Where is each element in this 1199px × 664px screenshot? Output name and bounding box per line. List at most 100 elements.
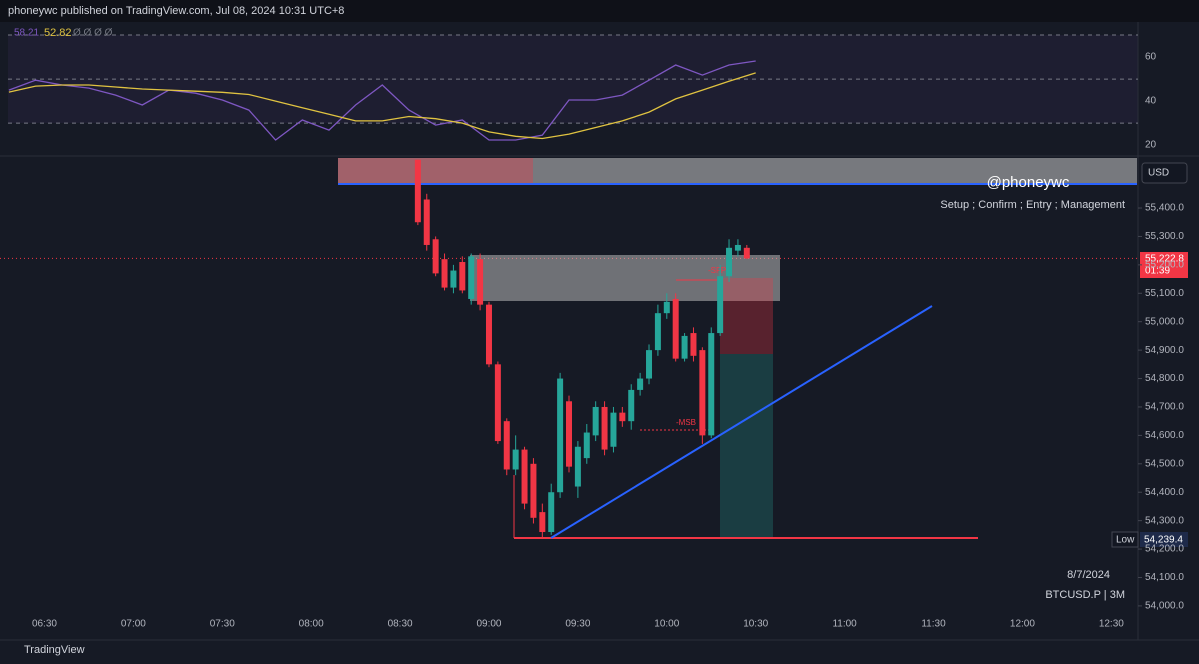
candle-body	[503, 421, 510, 470]
candle-body	[690, 333, 697, 356]
price-tick-label: 54,300.0	[1145, 515, 1184, 526]
candle-body	[530, 463, 537, 518]
candle-body	[681, 335, 688, 359]
rsi-tick-label: 60	[1145, 52, 1157, 63]
candle-body	[450, 270, 457, 288]
candle-body	[477, 259, 484, 305]
candle-body	[592, 406, 599, 436]
time-tick-label: 09:00	[476, 619, 501, 630]
target-box	[720, 354, 773, 538]
low-tag	[1140, 532, 1188, 547]
candle-body	[583, 432, 590, 459]
candle-body	[485, 304, 492, 365]
price-tag-value: 55,222.8	[1145, 254, 1184, 265]
currency-box[interactable]	[1141, 162, 1188, 184]
rsi-tick-label: 40	[1145, 96, 1157, 107]
candle-body	[628, 389, 635, 422]
candle-body	[708, 333, 715, 436]
zone-box	[338, 158, 1137, 185]
price-tick-label: 54,600.0	[1145, 430, 1184, 441]
time-tick-label: 11:30	[921, 619, 946, 630]
candle-body	[423, 199, 430, 245]
time-tick-label: 11:00	[832, 619, 857, 630]
header-title: phoneywc published on TradingView.com, J…	[8, 5, 344, 17]
trend-line	[550, 305, 933, 539]
time-tick-label: 12:00	[1010, 619, 1035, 630]
candle-body	[610, 412, 617, 447]
candle-body	[521, 449, 528, 504]
subtitle: Setup ; Confirm ; Entry ; Management	[940, 199, 1125, 211]
price-tick-label: 54,800.0	[1145, 373, 1184, 384]
candle-body	[548, 492, 555, 533]
price-tick-label: 54,200.0	[1145, 544, 1184, 555]
rsi-settings: Ø Ø Ø Ø	[73, 28, 113, 39]
candle-body	[494, 364, 501, 442]
price-tick-label: 55,000.0	[1145, 316, 1184, 327]
price-tick-label: 54,100.0	[1145, 572, 1184, 583]
candle-body	[619, 412, 626, 422]
price-tick-label: 55,300.0	[1145, 231, 1184, 242]
stop-box	[720, 278, 773, 354]
candle-body	[699, 350, 706, 436]
time-tick-label: 12:30	[1099, 619, 1124, 630]
price-tick-label: 55,400.0	[1145, 203, 1184, 214]
msb-label: -MSB	[676, 418, 696, 427]
rsi-tick-label: 20	[1145, 140, 1157, 151]
candle-body	[646, 350, 653, 379]
price-tick-label: 54,900.0	[1145, 345, 1184, 356]
candle-body	[432, 239, 439, 274]
price-tick-label: 54,500.0	[1145, 458, 1184, 469]
price-tick-label: 55,200.0	[1145, 260, 1184, 271]
countdown: 01:39	[1145, 266, 1170, 277]
time-tick-label: 08:00	[299, 619, 324, 630]
rsi-line	[8, 72, 756, 140]
footer-brand: TradingView	[24, 644, 85, 656]
time-tick-label: 10:00	[654, 619, 679, 630]
candle-body	[743, 247, 750, 259]
low-title-box	[1111, 531, 1139, 548]
time-tick-label: 07:00	[121, 619, 146, 630]
candle-body	[672, 298, 679, 359]
price-tick-label: 54,400.0	[1145, 487, 1184, 498]
candle-body	[734, 244, 741, 251]
date-label: 8/7/2024	[1067, 569, 1110, 581]
price-tick-label: 55,100.0	[1145, 288, 1184, 299]
candle-body	[566, 401, 572, 467]
symbol-label: BTCUSD.P | 3M	[1045, 589, 1125, 601]
rsi-line	[8, 60, 756, 141]
candle-body	[468, 256, 475, 299]
candle-body	[512, 449, 519, 470]
price-tag	[1140, 252, 1188, 278]
price-tick-label: 54,000.0	[1145, 601, 1184, 612]
rsi-band	[8, 35, 1138, 123]
candle-body	[663, 301, 670, 314]
candle-body	[601, 406, 608, 450]
candle-body	[574, 446, 581, 487]
currency: USD	[1148, 168, 1169, 179]
candle-body	[654, 313, 661, 351]
time-tick-label: 08:30	[388, 619, 413, 630]
low-label: 54,239.4	[1144, 535, 1183, 546]
zone-box-red	[338, 158, 533, 185]
rsi-value: 58.21	[14, 28, 39, 39]
candle-body	[539, 512, 546, 533]
low-title: Low	[1116, 535, 1135, 546]
candle-body	[459, 262, 466, 291]
time-tick-label: 09:30	[565, 619, 590, 630]
time-tick-label: 07:30	[210, 619, 235, 630]
candle-body	[557, 378, 564, 493]
candle-body	[637, 378, 644, 390]
candle-body	[717, 276, 724, 334]
candle-body	[441, 259, 448, 288]
rsi-ma-value: 52.82	[44, 27, 72, 39]
sfp-label: -SFP	[708, 266, 726, 275]
header-bar	[0, 0, 1199, 22]
price-tick-label: 54,700.0	[1145, 402, 1184, 413]
time-tick-label: 10:30	[743, 619, 768, 630]
watermark: @phoneywc	[987, 174, 1070, 191]
candle-body	[726, 247, 733, 277]
time-tick-label: 06:30	[32, 619, 57, 630]
